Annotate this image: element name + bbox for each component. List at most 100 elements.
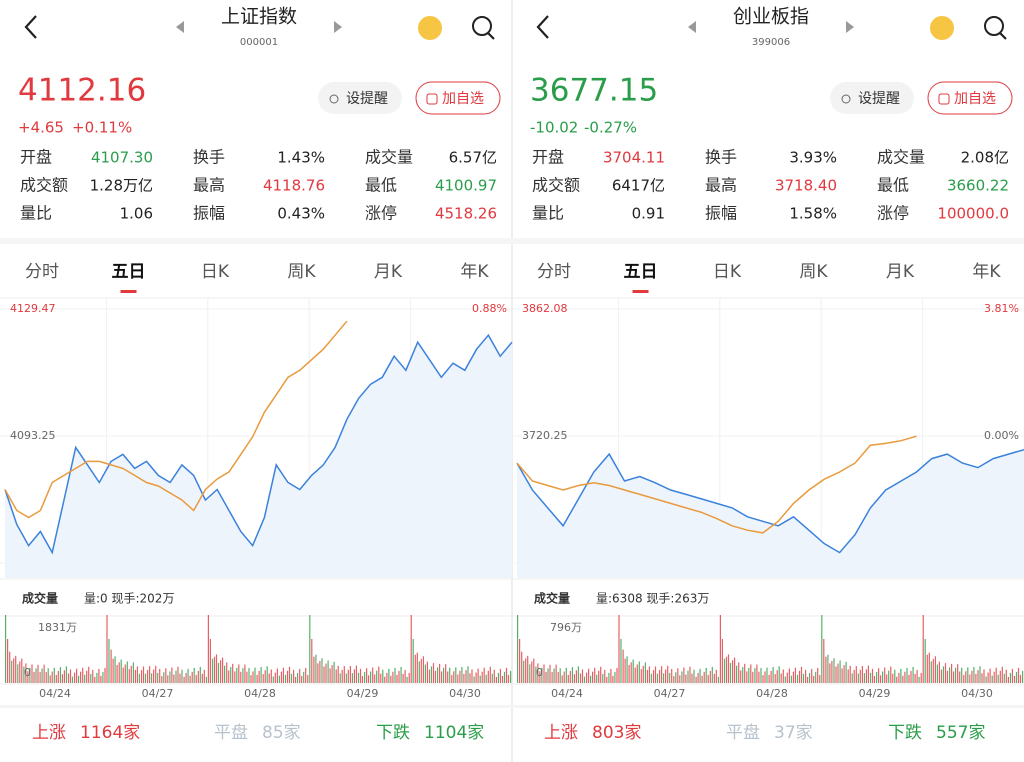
stat-label: 换手 xyxy=(705,148,737,167)
volume-bar xyxy=(461,666,463,683)
volume-bar xyxy=(74,672,76,683)
tab[interactable]: 月K xyxy=(886,262,915,282)
volume-bar xyxy=(573,674,575,683)
search-icon[interactable] xyxy=(472,16,492,36)
tab[interactable]: 分时 xyxy=(537,262,571,282)
prev-arrow[interactable] xyxy=(688,21,696,33)
volume-bar xyxy=(41,668,43,683)
volume-bar xyxy=(774,674,776,683)
tab[interactable]: 日K xyxy=(713,262,742,282)
volume-bar xyxy=(965,671,967,683)
volume-bar xyxy=(126,661,128,683)
volume-bar xyxy=(278,675,280,683)
volume-bar xyxy=(341,669,343,683)
volume-bar xyxy=(7,639,9,683)
stat-value: 100000.0 xyxy=(937,205,1009,223)
volume-bar xyxy=(138,673,140,683)
volume-bar xyxy=(120,659,122,683)
volume-bar xyxy=(914,673,916,683)
volume-bar xyxy=(197,670,199,683)
tab[interactable]: 月K xyxy=(374,262,403,282)
stat-label: 涨停 xyxy=(877,204,909,223)
tab[interactable]: 年K xyxy=(460,262,489,282)
volume-bar xyxy=(187,668,189,683)
volume-bar xyxy=(648,666,650,683)
volume-bar xyxy=(600,666,602,683)
volume-bar xyxy=(451,675,453,683)
volume-bar xyxy=(969,674,971,683)
volume-bar xyxy=(199,666,201,683)
stat-value: 3704.11 xyxy=(603,149,665,167)
volume-bar xyxy=(977,670,979,683)
volume-bar xyxy=(871,668,874,683)
volume-bar xyxy=(33,671,35,683)
volume-bar xyxy=(880,675,882,683)
tab[interactable]: 分时 xyxy=(25,262,59,282)
volume-bar xyxy=(738,662,740,683)
volume-bar xyxy=(594,667,596,683)
volume-bar xyxy=(851,673,853,683)
x-tick-label: 04/24 xyxy=(39,687,71,700)
volume-bar xyxy=(715,669,717,683)
volume-bar xyxy=(748,667,750,683)
stat-label: 振幅 xyxy=(193,204,225,223)
volume-bar xyxy=(260,667,262,683)
volume-bar xyxy=(349,666,351,683)
watch-button[interactable] xyxy=(415,81,501,115)
volume-bar xyxy=(778,666,780,683)
volume-bar xyxy=(802,673,805,683)
volume-bar xyxy=(443,667,445,683)
alert-label: 设提醒 xyxy=(858,91,900,107)
prev-arrow[interactable] xyxy=(176,21,184,33)
volume-bar xyxy=(406,676,408,683)
volume-bar xyxy=(780,673,782,683)
volume-bar xyxy=(869,672,872,683)
stat-label: 开盘 xyxy=(20,148,52,167)
volume-bar xyxy=(776,670,778,683)
volume-bar xyxy=(827,654,829,683)
volume-bar xyxy=(975,674,977,683)
mascot-icon[interactable] xyxy=(418,16,442,40)
volume-bar xyxy=(693,669,695,683)
volume-bar xyxy=(430,666,433,683)
back-button[interactable] xyxy=(24,15,37,39)
tab[interactable]: 周K xyxy=(799,262,828,282)
mascot-icon[interactable] xyxy=(930,16,954,40)
price: 4112.16 xyxy=(18,73,146,109)
volume-bar xyxy=(426,661,428,683)
volume-bar xyxy=(596,674,598,683)
tab[interactable]: 日K xyxy=(201,262,230,282)
volume-bar xyxy=(835,666,837,683)
change-pct: -0.27% xyxy=(584,119,637,137)
alert-button[interactable] xyxy=(830,82,914,114)
bell-icon xyxy=(841,94,851,104)
volume-bar xyxy=(798,670,801,683)
next-arrow[interactable] xyxy=(334,21,342,33)
breadth-value: 1164家 xyxy=(80,723,140,743)
volume-bar xyxy=(57,671,59,683)
tab[interactable]: 五日 xyxy=(624,262,658,282)
stat-value: 3718.40 xyxy=(775,177,837,195)
search-icon[interactable] xyxy=(984,16,1004,36)
tab[interactable]: 五日 xyxy=(112,262,146,282)
volume-bar xyxy=(94,676,96,683)
volume-bar xyxy=(756,664,758,683)
volume-bar xyxy=(114,656,116,683)
volume-info: 量:0 现手:202万 xyxy=(84,592,174,606)
tab[interactable]: 年K xyxy=(972,262,1001,282)
change: -10.02 xyxy=(530,119,578,137)
watch-button[interactable] xyxy=(927,81,1013,115)
volume-bar xyxy=(432,663,435,683)
next-arrow[interactable] xyxy=(846,21,854,33)
volume-bar xyxy=(946,670,949,683)
volume-bar xyxy=(353,669,355,683)
alert-button[interactable] xyxy=(318,82,402,114)
y-tick-label: 3862.08 xyxy=(522,302,568,315)
tab[interactable]: 周K xyxy=(287,262,316,282)
volume-bar xyxy=(565,667,567,683)
volume-zero-label: 0 xyxy=(536,666,543,679)
back-button[interactable] xyxy=(536,15,549,39)
volume-bar xyxy=(463,674,465,683)
volume-bar xyxy=(839,660,841,683)
